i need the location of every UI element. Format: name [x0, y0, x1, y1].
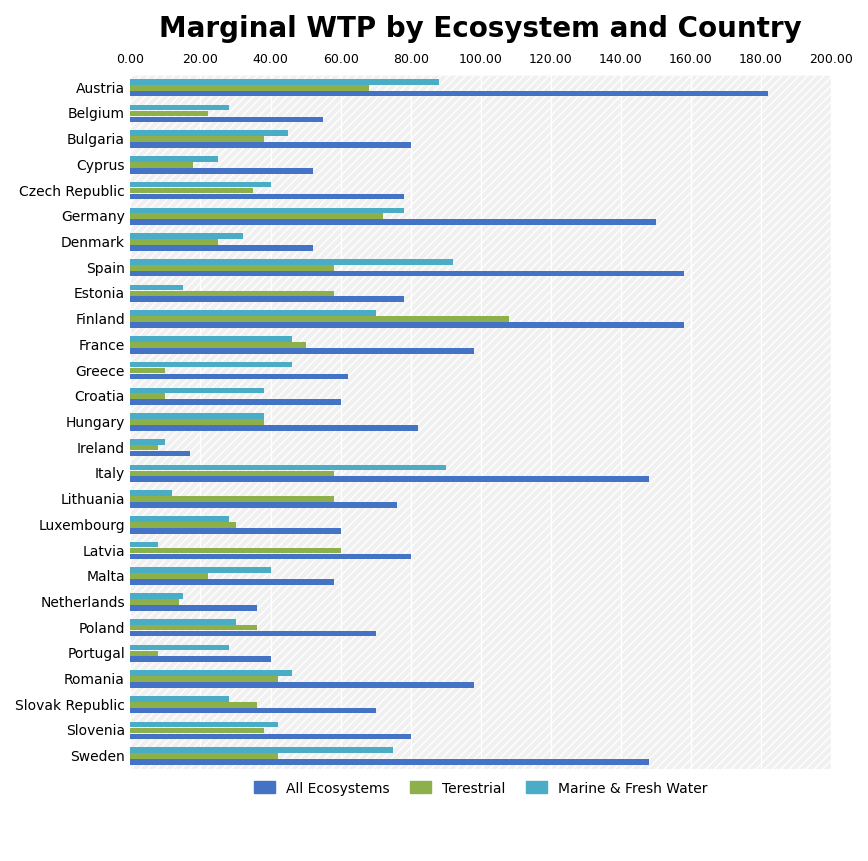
Bar [130, 503, 397, 508]
Bar [130, 465, 445, 471]
Bar [130, 394, 166, 400]
Bar [130, 297, 404, 303]
Bar [130, 579, 333, 585]
Bar [130, 400, 340, 406]
Title: Marginal WTP by Ecosystem and Country: Marginal WTP by Ecosystem and Country [160, 15, 802, 43]
Bar [130, 369, 166, 374]
Bar [130, 677, 278, 682]
Bar [130, 631, 376, 636]
Bar [130, 722, 278, 728]
Bar [130, 759, 649, 765]
Bar [130, 260, 453, 265]
Legend: All Ecosystems, Terestrial, Marine & Fresh Water: All Ecosystems, Terestrial, Marine & Fre… [248, 775, 713, 801]
Bar [130, 529, 340, 534]
Bar [130, 323, 684, 329]
Bar [130, 245, 312, 251]
Bar [130, 143, 411, 149]
Bar [130, 567, 271, 573]
Bar [130, 291, 333, 297]
Bar [130, 671, 292, 676]
Bar [130, 234, 242, 239]
Bar [130, 425, 418, 431]
Bar [130, 337, 292, 343]
Bar [130, 86, 369, 91]
Bar [130, 445, 159, 451]
Bar [130, 183, 271, 189]
Bar [130, 137, 264, 143]
Bar [130, 734, 411, 740]
Bar [130, 208, 404, 214]
Bar [130, 375, 347, 380]
Bar [130, 189, 253, 195]
Bar [130, 728, 264, 734]
Bar [130, 599, 180, 605]
Bar [130, 111, 207, 117]
Bar [130, 214, 383, 220]
Bar [130, 311, 376, 317]
Bar [130, 265, 333, 271]
Bar [130, 271, 684, 277]
Bar [130, 220, 656, 226]
Bar [130, 657, 271, 662]
Bar [130, 285, 183, 291]
Bar [130, 497, 333, 502]
Bar [130, 542, 159, 548]
Bar [130, 491, 173, 497]
Bar [130, 169, 312, 175]
Bar [130, 619, 235, 625]
Bar [130, 451, 190, 457]
Bar [130, 106, 228, 111]
Bar [130, 92, 768, 97]
Bar [130, 702, 257, 708]
Bar [130, 523, 235, 528]
Bar [130, 131, 288, 137]
Bar [130, 753, 278, 759]
Bar [130, 697, 228, 702]
Bar [130, 349, 474, 354]
Bar [130, 157, 218, 163]
Bar [130, 439, 166, 445]
Bar [130, 317, 509, 323]
Bar [130, 554, 411, 560]
Bar [130, 343, 306, 348]
Bar [130, 747, 393, 753]
Bar [130, 240, 218, 245]
Bar [130, 708, 376, 714]
Bar [130, 573, 207, 579]
Bar [130, 548, 340, 554]
Bar [130, 477, 649, 482]
Bar [130, 682, 474, 688]
Bar [130, 195, 404, 200]
Bar [130, 471, 333, 477]
Bar [130, 362, 292, 368]
Bar [130, 593, 183, 599]
Bar [130, 117, 323, 123]
Bar [130, 651, 159, 656]
Bar [130, 605, 257, 611]
Bar [130, 388, 264, 393]
Bar [130, 414, 264, 419]
Bar [130, 80, 438, 85]
Bar [130, 517, 228, 522]
Bar [130, 163, 194, 169]
Bar [130, 625, 257, 631]
Bar [130, 419, 264, 425]
Bar [130, 645, 228, 651]
